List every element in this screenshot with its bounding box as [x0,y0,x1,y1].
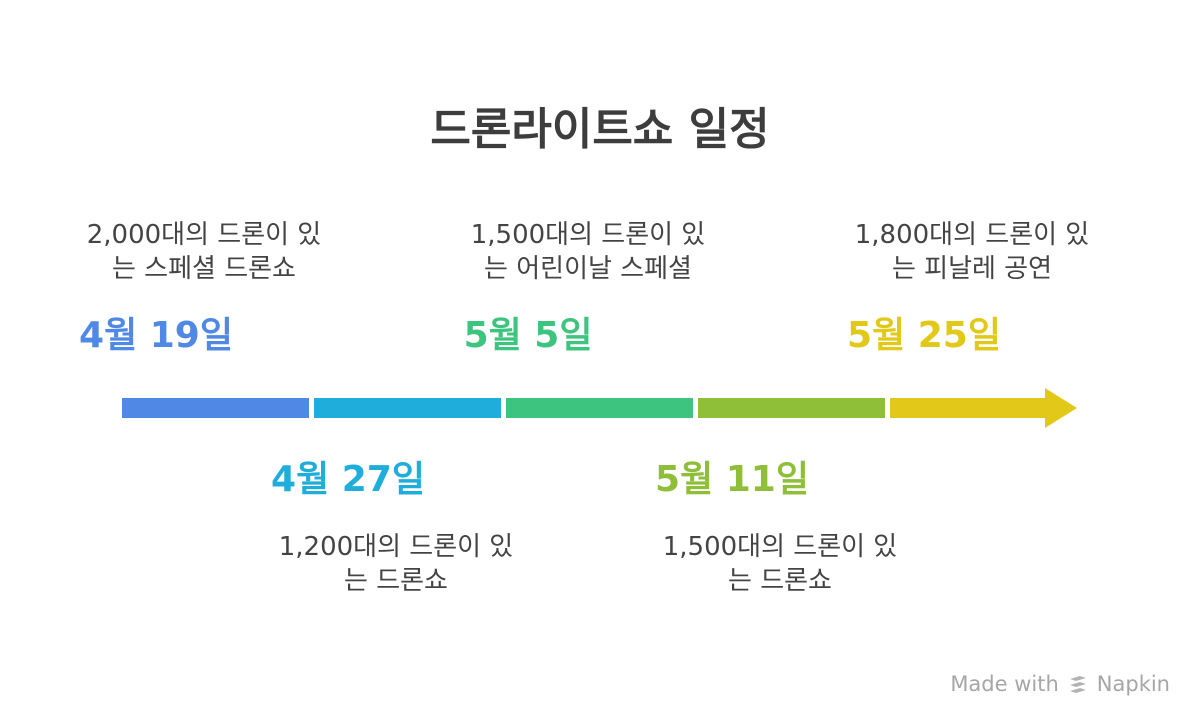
event-1-description: 2,000대의 드론이 있 는 스페셜 드론쇼 [54,218,354,286]
timeline-segment-5 [890,398,1046,418]
event-5-description: 1,800대의 드론이 있 는 피날레 공연 [822,218,1122,286]
event-4-description: 1,500대의 드론이 있 는 드론쇼 [630,530,930,598]
event-2-date: 4월 27일 [271,459,425,500]
timeline-arrow-icon [1045,388,1077,428]
watermark-brand-text: Napkin [1096,672,1170,696]
event-5-description-line1: 1,800대의 드론이 있 [854,220,1090,250]
event-2-description-line2: 는 드론쇼 [344,566,448,596]
event-4-description-line2: 는 드론쇼 [728,566,832,596]
event-2-description-line1: 1,200대의 드론이 있 [278,532,514,562]
timeline-segment-2 [314,398,501,418]
event-4-date: 5월 11일 [655,459,809,500]
event-3-description: 1,500대의 드론이 있 는 어린이날 스페셜 [438,218,738,286]
event-4-description-line1: 1,500대의 드론이 있 [662,532,898,562]
event-5-date: 5월 25일 [847,315,1001,356]
event-1-description-line2: 는 스페셜 드론쇼 [112,254,296,284]
diagram-title: 드론라이트쇼 일정 [430,104,770,155]
event-5-description-line2: 는 피날레 공연 [891,254,1053,284]
timeline-segment-3 [506,398,693,418]
timeline-segment-1 [122,398,309,418]
event-3-description-line1: 1,500대의 드론이 있 [470,220,706,250]
event-2-description: 1,200대의 드론이 있 는 드론쇼 [246,530,546,598]
event-1-description-line1: 2,000대의 드론이 있 [86,220,322,250]
napkin-logo-icon [1069,676,1086,693]
watermark-made-with-text: Made with [950,672,1059,696]
event-1-date: 4월 19일 [79,315,233,356]
event-3-date: 5월 5일 [463,315,593,356]
napkin-watermark[interactable]: Made with Napkin [950,670,1170,698]
timeline-segment-4 [698,398,885,418]
event-3-description-line2: 는 어린이날 스페셜 [484,254,692,284]
